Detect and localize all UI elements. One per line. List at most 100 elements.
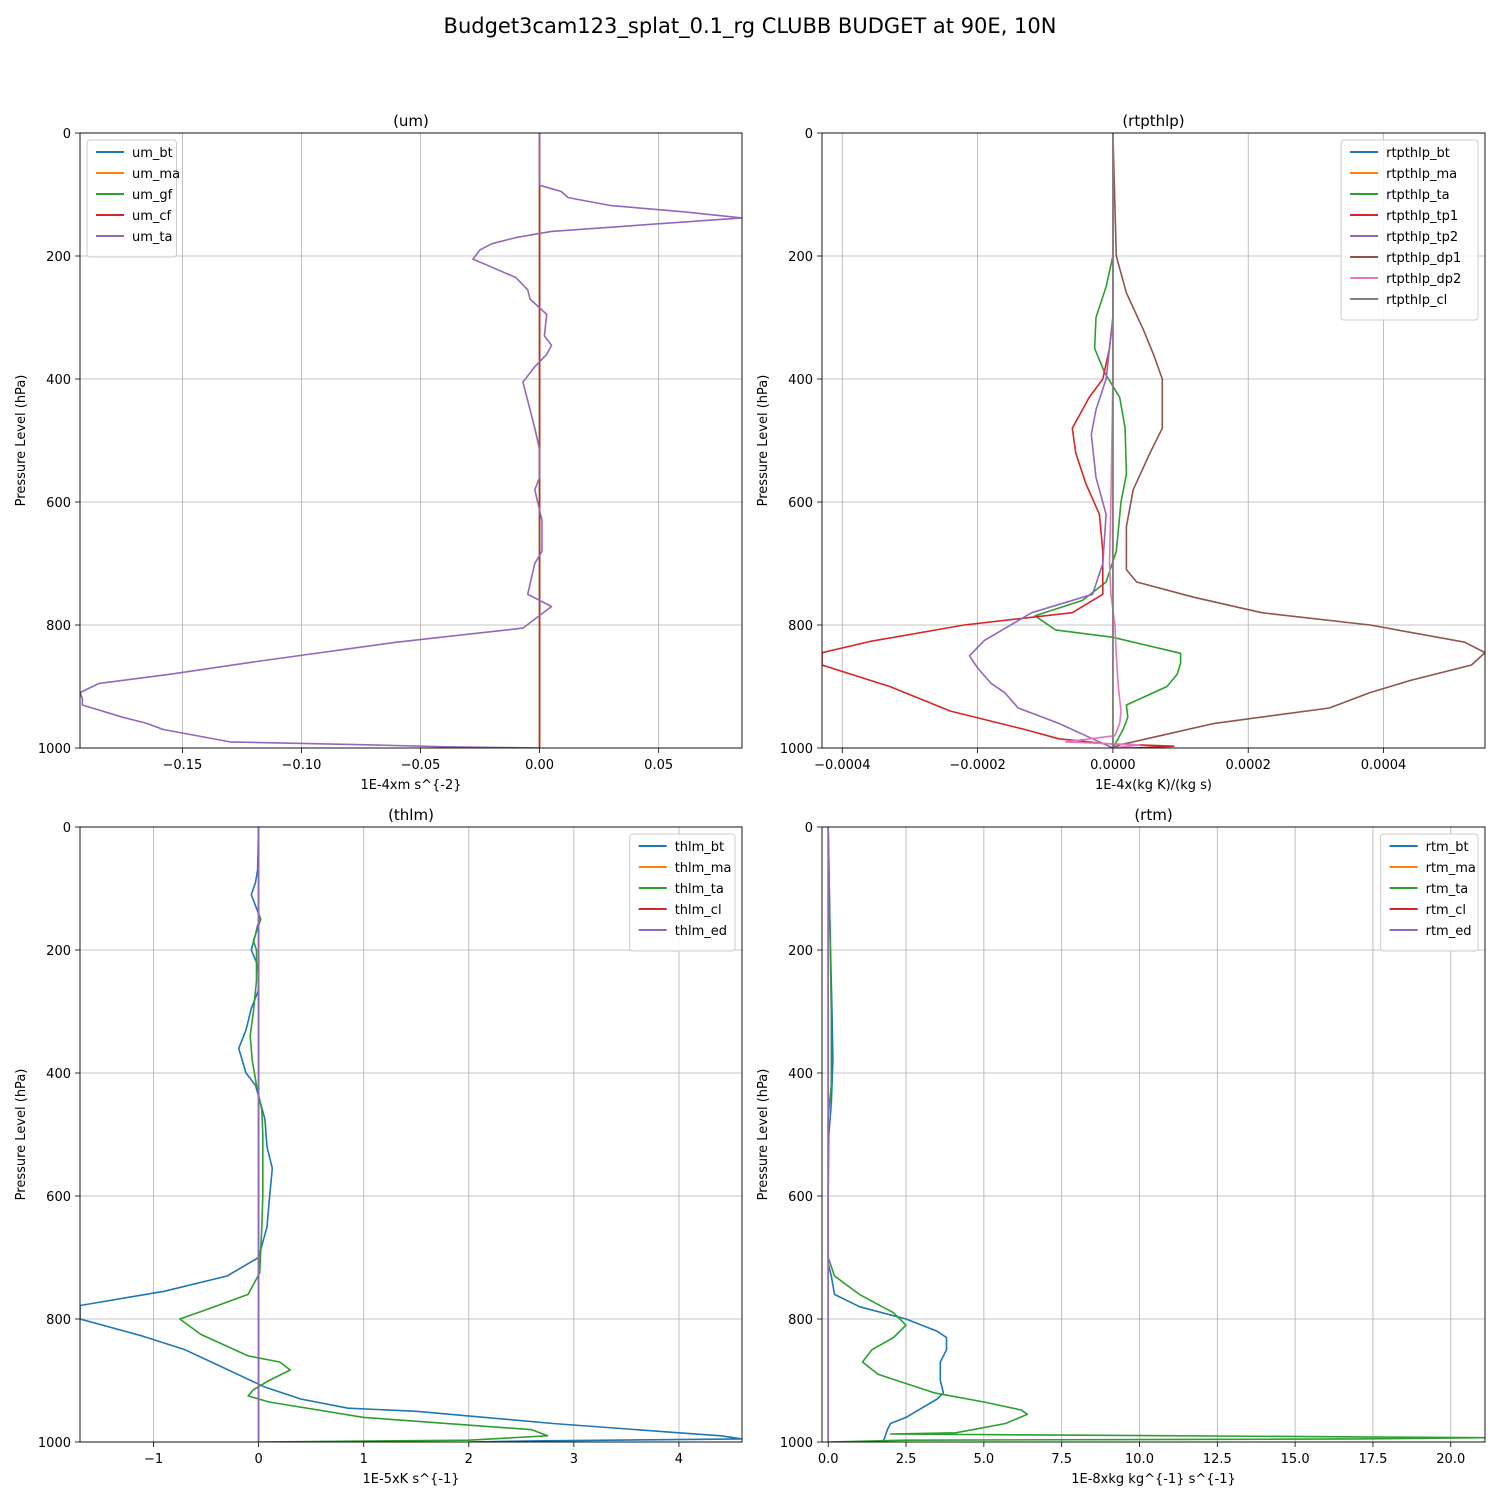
legend-entry-rtpthlp_dp2: rtpthlp_dp2 [1386,272,1461,287]
chart-panel-4: 0.0 2.5 5.0 7.5 10.0 12.5 15.0 17.5 20.0 0 200 400 6… [756,806,1486,1487]
x-tick-label: −0.0002 [949,758,1005,773]
y-tick-label: 1000 [38,742,71,757]
legend-box [629,833,736,952]
x-axis-label: 1E-4x(kg K)/(kg s) [1095,778,1212,793]
y-axis-label: Pressure Level (hPa) [14,1069,29,1201]
y-tick-label: 600 [788,1190,813,1205]
axes-frame [821,132,1486,749]
y-tick-label: 200 [46,944,71,959]
series-line-rtpthlp_dp1 [1112,133,1485,748]
chart-title: (thlm) [388,806,434,824]
legend-box [1380,833,1479,952]
legend-entry-rtpthlp_cl: rtpthlp_cl [1386,293,1447,308]
series-line-um_ta [80,133,742,748]
legend-entry-rtpthlp_dp1: rtpthlp_dp1 [1386,251,1461,266]
x-tick-label: 4 [675,1452,683,1467]
x-axis-label: 1E-5xK s^{-1} [363,1472,460,1487]
axes-frame [79,132,743,749]
x-axis-label: 1E-4xm s^{-2} [360,778,461,793]
legend-entry-rtpthlp_bt: rtpthlp_bt [1386,146,1450,161]
legend-entry-rtpthlp_ta: rtpthlp_ta [1386,188,1449,203]
series-line-rtpthlp_ta [1034,133,1182,748]
y-axis-label: Pressure Level (hPa) [14,375,29,507]
x-tick-label: 3 [570,1452,578,1467]
y-tick-label: 0 [63,127,71,142]
x-tick-label: 2 [465,1452,473,1467]
legend-entry-thlm_ed: thlm_ed [675,924,727,939]
series-line-rtpthlp_dp2 [1064,133,1141,748]
legend-entry-thlm_ta: thlm_ta [675,882,724,897]
x-tick-label: 0.0000 [1090,758,1136,773]
y-tick-label: 1000 [780,1436,813,1451]
x-tick-label: 12.5 [1203,1452,1232,1467]
legend-entry-rtm_bt: rtm_bt [1426,840,1469,855]
x-tick-label: 7.5 [1051,1452,1072,1467]
x-tick-label: 15.0 [1281,1452,1310,1467]
x-tick-label: 2.5 [896,1452,917,1467]
legend-entry-um_ma: um_ma [132,167,180,182]
legend-entry-rtpthlp_tp1: rtpthlp_tp1 [1386,209,1458,224]
x-tick-label: 0 [254,1452,262,1467]
series-line-rtpthlp_tp2 [968,133,1114,748]
y-tick-label: 800 [788,1313,813,1328]
x-tick-label: 0.00 [525,758,554,773]
x-tick-label: 10.0 [1125,1452,1154,1467]
x-tick-label: −0.10 [282,758,322,773]
y-tick-label: 1000 [38,1436,71,1451]
series-line-rtm_bt [827,827,948,1442]
series-group [80,133,742,748]
legend-entry-rtpthlp_tp2: rtpthlp_tp2 [1386,230,1458,245]
x-tick-label: −0.0004 [814,758,870,773]
legend-entry-rtpthlp_ma: rtpthlp_ma [1386,167,1457,182]
chart-title: (um) [393,112,429,130]
y-tick-label: 0 [63,821,71,836]
y-tick-label: 0 [805,821,813,836]
chart-panel-1: −0.15 −0.10 −0.05 0.00 0.05 0 200 400 600 800 1000… [14,112,743,793]
legend-entry-rtm_cl: rtm_cl [1426,903,1466,918]
y-tick-label: 200 [46,250,71,265]
chart-title: (rtm) [1134,806,1172,824]
x-tick-label: 0.05 [644,758,673,773]
axes-frame [79,826,743,1443]
y-tick-label: 1000 [780,742,813,757]
y-tick-label: 400 [46,1067,71,1082]
x-tick-label: 5.0 [974,1452,995,1467]
x-tick-label: −0.05 [401,758,441,773]
series-line-thlm_bt [80,827,742,1442]
series-group [827,827,1485,1442]
y-tick-label: 0 [805,127,813,142]
y-tick-label: 800 [46,619,71,634]
x-axis-label: 1E-8xkg kg^{-1} s^{-1} [1071,1472,1236,1487]
legend-entry-thlm_bt: thlm_bt [675,840,724,855]
legend-box [86,139,177,258]
y-axis-label: Pressure Level (hPa) [756,1069,771,1201]
y-tick-label: 800 [46,1313,71,1328]
y-tick-label: 600 [46,1190,71,1205]
chart-panel-3: −1 0 1 2 3 4 0 200 400 600 800 1000 (thlm) 1E-5xK s^{… [14,806,743,1487]
axes-frame [821,826,1486,1443]
x-tick-label: −0.15 [162,758,202,773]
legend-entry-thlm_ma: thlm_ma [675,861,732,876]
legend: rtm_bt rtm_ma rtm_ta rtm_cl rtm_ed [1380,833,1479,952]
chart-panel-2: −0.0004 −0.0002 0.0000 0.0002 0.0004 0 200 400 6… [756,112,1486,793]
y-tick-label: 400 [788,373,813,388]
legend-entry-rtm_ma: rtm_ma [1426,861,1476,876]
x-tick-label: 1 [360,1452,368,1467]
x-tick-label: 0.0004 [1361,758,1407,773]
legend-entry-rtm_ed: rtm_ed [1426,924,1472,939]
y-tick-label: 600 [788,496,813,511]
x-tick-label: 17.5 [1358,1452,1387,1467]
chart-title: (rtpthlp) [1122,112,1184,130]
y-tick-label: 200 [788,250,813,265]
series-group [80,827,742,1442]
legend-entry-um_ta: um_ta [132,230,172,245]
y-tick-label: 400 [46,373,71,388]
y-tick-label: 400 [788,1067,813,1082]
legend-entry-um_bt: um_bt [132,146,173,161]
y-axis-label: Pressure Level (hPa) [756,375,771,507]
y-tick-label: 800 [788,619,813,634]
legend: thlm_bt thlm_ma thlm_ta thlm_cl thlm_ed [629,833,736,952]
legend-entry-thlm_cl: thlm_cl [675,903,722,918]
series-line-rtpthlp_tp1 [822,133,1175,748]
